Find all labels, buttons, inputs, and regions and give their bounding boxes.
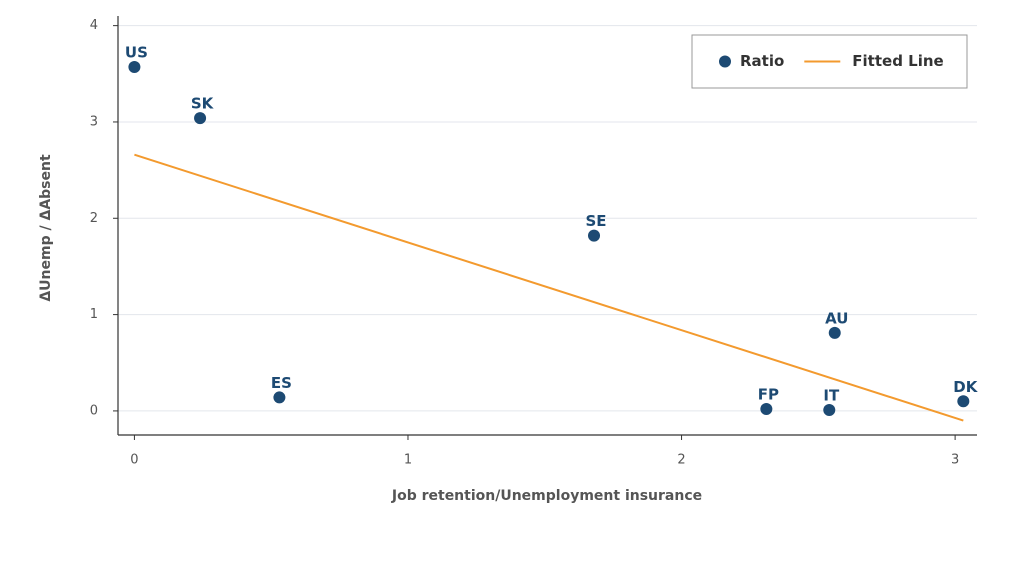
x-tick-label: 0 — [130, 453, 138, 468]
point-label: AU — [825, 309, 848, 327]
y-axis-label: ΔUnemp / ΔAbsent — [38, 154, 54, 302]
y-tick-label: 0 — [90, 403, 98, 418]
x-tick-label: 1 — [404, 453, 412, 468]
point — [273, 391, 286, 404]
point — [823, 403, 836, 416]
point-label: DK — [953, 378, 978, 396]
point — [128, 61, 141, 74]
y-tick-label: 2 — [90, 211, 98, 226]
y-tick-label: 3 — [90, 114, 98, 129]
legend-label: Ratio — [740, 52, 784, 70]
point — [828, 326, 841, 339]
point — [194, 112, 207, 125]
point-label: US — [125, 44, 148, 62]
fitted-line — [134, 153, 964, 422]
legend-label: Fitted Line — [852, 52, 943, 70]
y-tick-label: 4 — [90, 18, 98, 33]
point-label: SK — [191, 95, 215, 113]
point — [760, 402, 773, 415]
x-tick-label: 2 — [677, 453, 685, 468]
point-label: SE — [585, 212, 606, 230]
legend-marker — [719, 55, 731, 68]
point-label: IT — [823, 386, 840, 404]
x-tick-label: 3 — [951, 453, 959, 468]
point — [957, 395, 970, 408]
y-tick-label: 1 — [90, 307, 98, 322]
point-label: FP — [758, 385, 779, 403]
x-axis-label: Job retention/Unemployment insurance — [391, 488, 702, 504]
point — [588, 229, 601, 242]
point-label: ES — [271, 374, 292, 392]
